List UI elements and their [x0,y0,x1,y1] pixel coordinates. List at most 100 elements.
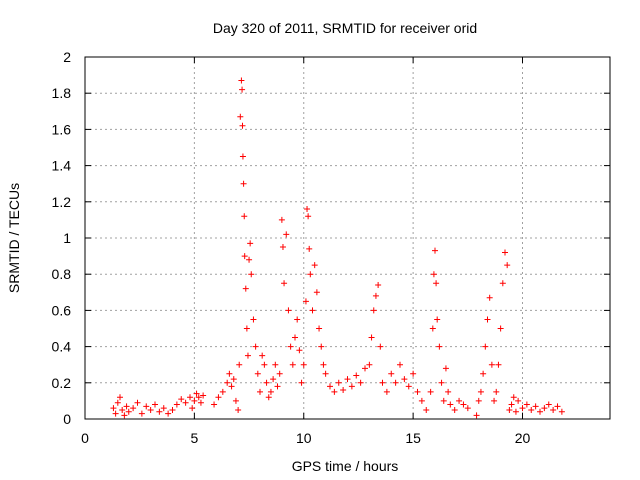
data-point-89 [327,383,333,390]
data-point-98 [366,361,373,368]
data-point-101 [372,292,379,299]
data-point-93 [344,376,351,383]
data-point-78 [304,206,311,213]
data-point-103 [377,343,384,350]
y-tick-label-2: 0.4 [52,339,72,355]
data-point-154 [532,403,539,410]
data-point-107 [392,379,399,386]
data-point-36 [235,406,242,413]
data-point-58 [263,379,270,386]
data-point-21 [187,394,193,401]
x-tick-label-3: 15 [405,430,421,446]
data-point-146 [506,406,513,413]
data-point-97 [362,365,368,372]
data-point-129 [460,401,467,408]
data-point-19 [178,396,185,403]
data-point-94 [348,383,355,390]
data-point-0 [110,405,117,412]
data-point-104 [379,379,386,386]
data-point-105 [383,388,390,395]
data-point-65 [278,216,285,223]
data-point-75 [298,379,305,386]
data-point-126 [447,401,454,408]
data-point-92 [340,387,347,394]
data-point-149 [512,408,519,415]
data-point-38 [237,113,244,120]
y-tick-label-6: 1.2 [52,194,72,210]
data-point-1 [112,410,119,417]
data-point-44 [241,213,248,220]
data-point-118 [432,247,438,254]
y-tick-label-1: 0.2 [52,375,72,391]
data-point-74 [296,347,303,354]
plot-frame [84,56,611,420]
data-point-23 [191,397,198,404]
ticks-layer: 00.20.40.60.811.21.41.61.820 5 10 15 20 [52,49,610,446]
data-point-5 [121,412,128,419]
data-point-63 [274,383,281,390]
data-point-37 [236,361,243,368]
data-point-119 [433,280,440,287]
data-point-28 [211,401,218,408]
data-point-156 [541,405,548,412]
data-point-128 [456,397,463,404]
data-point-27 [200,392,207,399]
data-point-112 [414,388,421,395]
data-point-139 [491,397,498,404]
data-point-10 [138,410,145,417]
data-point-13 [152,401,158,408]
x-tick-label-1: 5 [190,430,198,446]
data-point-55 [257,388,263,395]
data-point-108 [397,361,403,368]
data-point-33 [228,383,235,390]
data-point-39 [238,77,245,84]
y-tick-label-5: 1 [63,230,71,246]
data-point-138 [488,361,495,368]
data-point-160 [558,408,565,415]
data-point-143 [499,280,506,287]
data-point-56 [259,352,266,359]
data-point-68 [283,231,290,238]
data-point-26 [197,399,204,406]
data-point-152 [523,401,530,408]
data-point-140 [493,388,500,395]
data-point-111 [410,370,417,377]
data-point-81 [307,271,314,278]
data-point-2 [114,399,121,406]
data-point-116 [429,325,436,332]
data-point-137 [486,294,493,301]
data-point-18 [173,401,180,408]
data-point-73 [294,316,301,323]
data-point-48 [244,352,251,359]
data-point-25 [195,394,202,401]
data-point-52 [250,316,257,323]
data-point-115 [427,388,434,395]
data-point-148 [510,394,517,401]
data-point-84 [313,289,320,296]
data-point-6 [123,403,130,410]
data-point-80 [306,245,313,252]
data-point-69 [285,307,292,314]
data-point-64 [276,370,283,377]
data-point-71 [289,361,296,368]
y-tick-label-10: 2 [63,49,71,65]
data-point-61 [270,376,277,383]
data-point-106 [388,370,395,377]
data-point-153 [528,406,535,413]
data-point-79 [305,213,312,220]
data-point-87 [320,361,327,368]
data-point-96 [357,379,364,386]
data-point-12 [147,406,154,413]
data-point-4 [119,406,126,413]
data-point-147 [508,401,515,408]
data-point-142 [497,325,504,332]
data-point-117 [430,271,437,278]
data-point-90 [331,388,338,395]
data-point-22 [189,405,196,412]
data-point-49 [246,256,253,263]
data-point-133 [477,388,484,395]
data-point-46 [242,285,249,292]
data-point-150 [515,397,522,404]
data-point-91 [335,379,342,386]
